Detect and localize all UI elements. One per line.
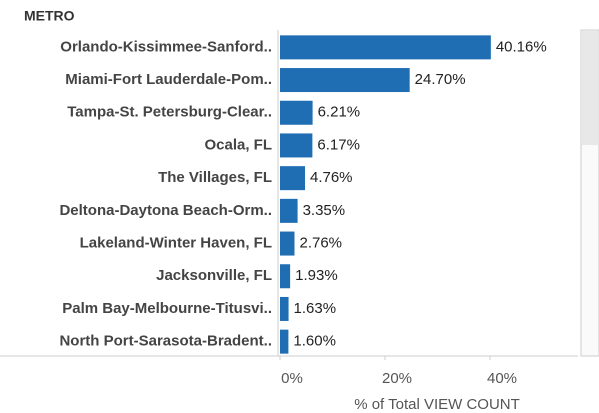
category-label: Deltona-Daytona Beach-Orm.. [59,202,272,219]
category-label: North Port-Sarasota-Bradent.. [59,333,272,350]
category-label: Ocala, FL [204,136,272,153]
bar [280,166,305,191]
x-tick-label: 0% [281,370,303,387]
bar [280,231,295,256]
bar [280,68,410,93]
scrollbar-thumb[interactable] [582,31,598,145]
bar [280,329,289,354]
value-label: 1.93% [295,267,338,284]
category-label: Miami-Fort Lauderdale-Pom.. [65,71,272,88]
value-label: 24.70% [415,71,466,88]
x-tick-label: 20% [382,370,412,387]
category-label: Tampa-St. Petersburg-Clear.. [67,104,272,121]
category-label: Jacksonville, FL [156,267,272,284]
value-label: 4.76% [310,169,353,186]
value-label: 6.21% [318,104,361,121]
value-label: 1.63% [294,300,337,317]
x-tick-label: 40% [487,370,517,387]
column-header: METRO [24,8,75,24]
x-axis-title: % of Total VIEW COUNT [354,396,520,413]
category-label: Lakeland-Winter Haven, FL [80,235,272,252]
value-label: 3.35% [303,202,346,219]
bar [280,264,291,289]
value-label: 2.76% [299,235,342,252]
bar [280,35,491,60]
bar [280,133,313,158]
value-label: 6.17% [317,136,360,153]
category-label: Palm Bay-Melbourne-Titusvi.. [62,300,272,317]
value-label: 40.16% [496,38,547,55]
value-label: 1.60% [293,333,336,350]
bar [280,198,298,223]
category-label: The Villages, FL [158,169,272,186]
bar [280,296,289,321]
category-label: Orlando-Kissimmee-Sanford.. [60,38,272,55]
bar [280,100,313,125]
